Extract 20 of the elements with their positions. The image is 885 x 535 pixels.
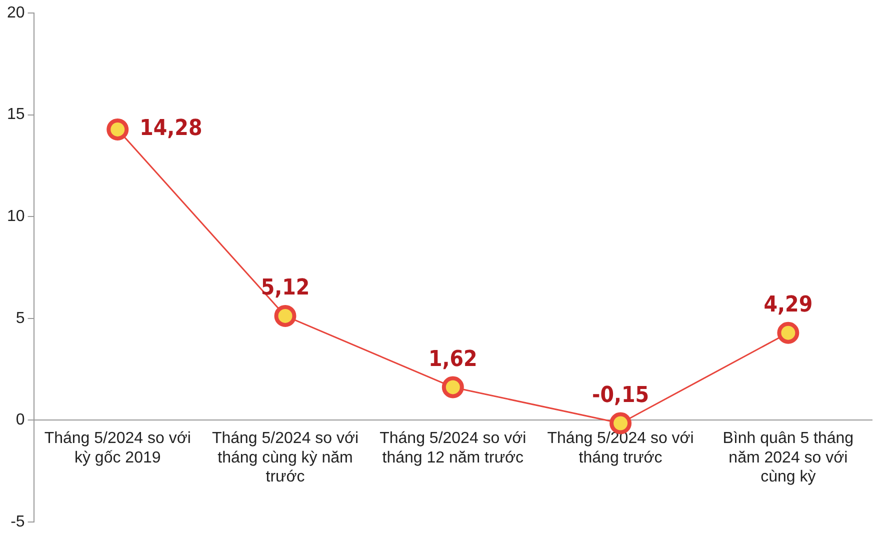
y-tick-label: 5 xyxy=(16,310,25,327)
x-tick-label: Tháng 5/2024 so với kỳ gốc 2019 xyxy=(44,430,191,466)
data-label: -0,15 xyxy=(592,382,650,408)
y-tick-label: 20 xyxy=(7,4,25,22)
y-tick-label: 10 xyxy=(7,208,25,226)
point xyxy=(777,322,800,344)
data-label: 14,28 xyxy=(140,116,202,142)
x-tick-label: Tháng 5/2024 so với tháng trước xyxy=(547,430,694,466)
x-tick-label: Bình quân 5 tháng năm 2024 so với cùng kỳ xyxy=(722,430,854,486)
data-label: 5,12 xyxy=(260,276,310,301)
y-tick-label: -5 xyxy=(10,513,25,530)
y-tick-label: 15 xyxy=(7,106,25,124)
data-label: 1,62 xyxy=(428,346,478,372)
point xyxy=(106,118,129,140)
data-label: 4,29 xyxy=(764,292,813,318)
x-tick-label: Tháng 5/2024 so với tháng 12 năm trước xyxy=(380,430,526,466)
x-tick-label: Tháng 5/2024 so với tháng cùng kỳ năm trước xyxy=(212,430,359,486)
point xyxy=(442,376,464,398)
y-tick-label: 0 xyxy=(16,412,25,429)
point xyxy=(274,304,296,327)
